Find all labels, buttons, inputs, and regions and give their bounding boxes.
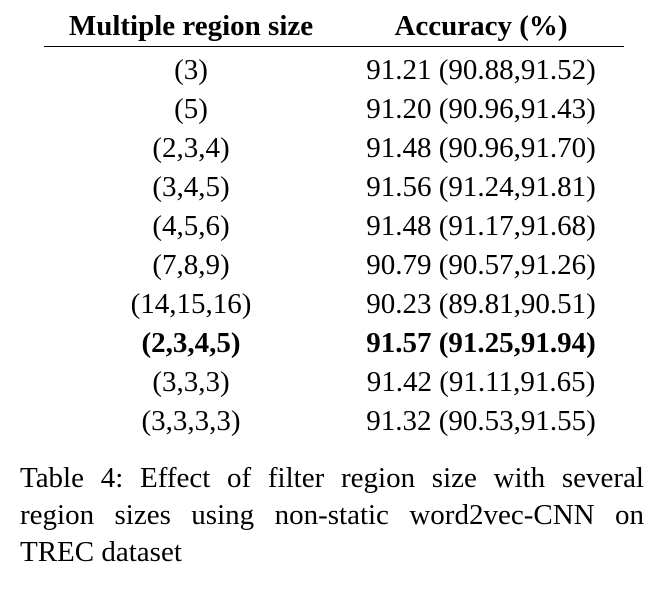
- accuracy-cell: 91.48 (90.96,91.70): [366, 132, 596, 164]
- table-row: (2,3,4) 91.48 (90.96,91.70): [44, 129, 624, 168]
- region-size-cell: (5): [174, 93, 208, 125]
- results-table-container: Multiple region size Accuracy (%) (3) 91…: [44, 6, 624, 441]
- accuracy-cell: 91.42 (91.11,91.65): [366, 366, 596, 398]
- table-row: (14,15,16) 90.23 (89.81,90.51): [44, 285, 624, 324]
- table-row: (3) 91.21 (90.88,91.52): [44, 47, 624, 91]
- region-size-cell: (3): [174, 54, 208, 86]
- table-row: (3,3,3) 91.42 (91.11,91.65): [44, 363, 624, 402]
- region-size-cell: (7,8,9): [152, 249, 230, 281]
- table-body: (3) 91.21 (90.88,91.52) (5) 91.20 (90.96…: [44, 47, 624, 442]
- region-size-cell: (4,5,6): [152, 210, 230, 242]
- accuracy-cell: 91.56 (91.24,91.81): [366, 171, 596, 203]
- table-row: (4,5,6) 91.48 (91.17,91.68): [44, 207, 624, 246]
- header-region-size: Multiple region size: [68, 9, 314, 42]
- region-size-cell: (14,15,16): [130, 288, 252, 320]
- table-caption: Table 4: Effect of filter region size wi…: [20, 462, 644, 568]
- region-size-cell: (3,4,5): [152, 171, 230, 203]
- table-row: (7,8,9) 90.79 (90.57,91.26): [44, 246, 624, 285]
- accuracy-cell: 91.32 (90.53,91.55): [366, 405, 596, 437]
- accuracy-cell: 91.48 (91.17,91.68): [366, 210, 596, 242]
- header-accuracy: Accuracy (%): [394, 9, 568, 42]
- header-row: Multiple region size Accuracy (%): [44, 6, 624, 47]
- table-row: (5) 91.20 (90.96,91.43): [44, 90, 624, 129]
- table-row: (3,3,3,3) 91.32 (90.53,91.55): [44, 402, 624, 441]
- accuracy-cell: 91.57 (91.25,91.94): [366, 327, 596, 359]
- results-table: Multiple region size Accuracy (%) (3) 91…: [44, 6, 624, 441]
- region-size-cell: (3,3,3,3): [141, 405, 241, 437]
- region-size-cell: (3,3,3): [152, 366, 230, 398]
- accuracy-cell: 90.23 (89.81,90.51): [366, 288, 596, 320]
- table-header: Multiple region size Accuracy (%): [44, 6, 624, 47]
- region-size-cell: (2,3,4,5): [141, 327, 241, 359]
- accuracy-cell: 91.21 (90.88,91.52): [366, 54, 596, 86]
- accuracy-cell: 90.79 (90.57,91.26): [366, 249, 596, 281]
- table-row: (3,4,5) 91.56 (91.24,91.81): [44, 168, 624, 207]
- accuracy-cell: 91.20 (90.96,91.43): [366, 93, 596, 125]
- region-size-cell: (2,3,4): [152, 132, 230, 164]
- table-row: (2,3,4,5) 91.57 (91.25,91.94): [44, 324, 624, 363]
